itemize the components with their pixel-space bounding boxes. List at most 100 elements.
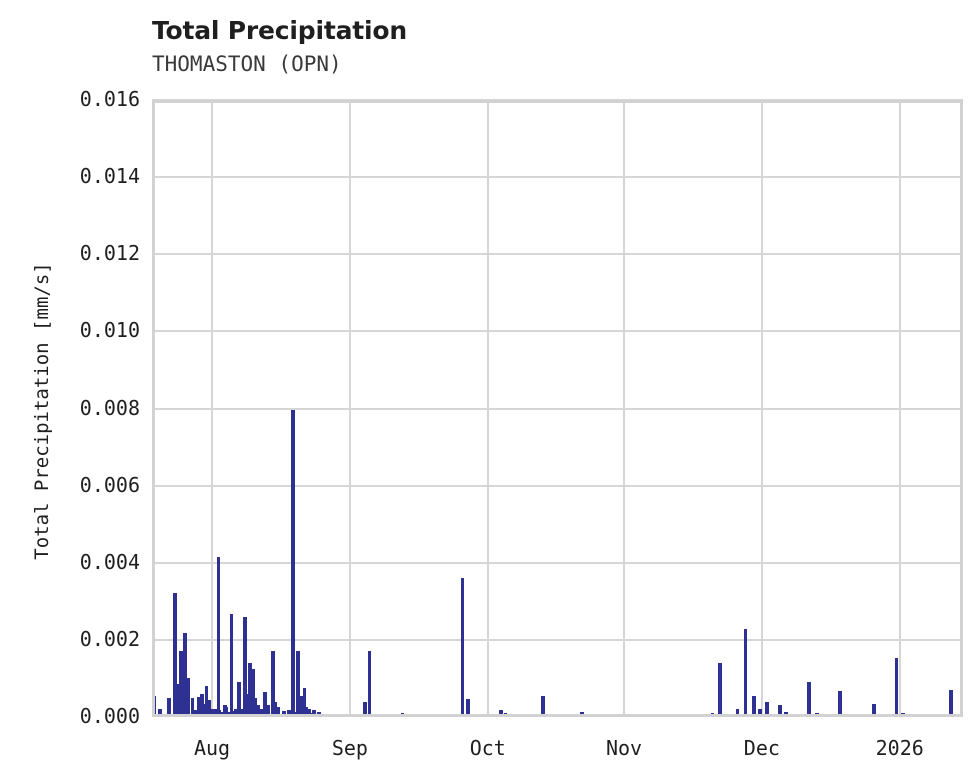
bar	[386, 713, 391, 717]
y-axis-tick-labels: 0.000 0.002 0.004 0.006 0.008 0.010 0.012 0.014…	[0, 0, 140, 780]
bar	[844, 713, 849, 717]
bar	[217, 710, 222, 717]
gridline-horizontal	[152, 253, 963, 256]
bar	[751, 695, 756, 717]
bar	[367, 651, 372, 717]
bar	[871, 703, 876, 717]
y-tick-label: 0.004	[79, 549, 140, 574]
gridline-vertical	[623, 100, 625, 717]
bar	[743, 629, 748, 717]
y-tick-label: 0.002	[79, 626, 140, 651]
y-tick-label: 0.010	[79, 318, 140, 343]
bar	[152, 695, 157, 717]
gridline-vertical	[486, 100, 489, 717]
bar	[167, 697, 171, 717]
gridline-vertical	[898, 100, 901, 717]
y-tick-label: 0.006	[79, 472, 140, 497]
bar	[735, 709, 740, 717]
bar	[172, 592, 177, 717]
bar	[273, 702, 278, 717]
bar	[807, 681, 811, 717]
bar	[248, 663, 252, 717]
bar	[204, 686, 209, 717]
bar	[183, 632, 188, 717]
bar	[193, 710, 198, 717]
bar	[837, 690, 842, 717]
bar	[240, 708, 244, 717]
bar	[216, 556, 221, 717]
bar	[236, 705, 241, 717]
bar	[233, 709, 238, 717]
bar	[777, 705, 782, 717]
gridline-vertical	[760, 100, 763, 717]
bar	[580, 712, 584, 717]
bar	[186, 678, 191, 717]
gridline-horizontal	[152, 99, 963, 101]
bar	[276, 708, 281, 717]
bar	[302, 688, 307, 717]
y-tick-label: 0.008	[79, 395, 140, 420]
bar	[549, 714, 553, 717]
bar	[291, 409, 295, 717]
y-tick-label: 0.000	[79, 704, 140, 728]
bar	[249, 703, 254, 717]
bar	[926, 713, 930, 717]
bar	[253, 697, 257, 717]
bar	[363, 702, 368, 717]
bar	[256, 705, 261, 717]
y-tick-label: 0.016	[79, 87, 140, 111]
plot-area	[152, 99, 963, 717]
bar	[901, 713, 905, 717]
y-tick-label: 0.014	[79, 164, 140, 189]
gridline-horizontal	[152, 330, 963, 333]
bar	[176, 684, 180, 717]
bar	[230, 710, 235, 717]
bar	[949, 690, 953, 717]
y-tick-label: 0.012	[79, 241, 140, 266]
bar	[243, 701, 248, 717]
gridline-horizontal	[152, 176, 963, 179]
bar	[229, 613, 234, 717]
bar	[200, 693, 205, 717]
gridline-horizontal	[152, 638, 963, 641]
bar	[207, 699, 212, 717]
x-tick-label: 2026	[875, 736, 924, 760]
gridline-horizontal	[152, 407, 963, 410]
bar	[211, 709, 215, 717]
bar	[784, 712, 789, 717]
x-tick-label: Aug	[193, 736, 231, 760]
bar	[541, 695, 545, 717]
bar	[299, 695, 304, 717]
bar	[205, 709, 209, 717]
bar	[815, 713, 819, 717]
x-tick-label: Nov	[605, 736, 643, 760]
bar	[259, 709, 264, 717]
gridline-vertical	[348, 100, 351, 717]
chart-title: Total Precipitation	[152, 16, 407, 45]
gridline-horizontal	[152, 561, 963, 564]
chart-subtitle: THOMASTON (OPN)	[152, 52, 342, 76]
bar	[758, 708, 763, 717]
bar	[266, 705, 270, 717]
bar	[764, 702, 769, 717]
x-tick-label: Sep	[331, 736, 368, 760]
bar	[197, 696, 201, 717]
bar	[223, 707, 228, 717]
bar	[460, 578, 465, 717]
bar	[894, 658, 899, 717]
bar	[251, 668, 256, 717]
gridline-vertical	[211, 100, 213, 717]
bar	[498, 710, 503, 717]
bar	[287, 710, 291, 717]
x-tick-label: Oct	[469, 736, 506, 760]
bar	[282, 711, 286, 717]
bar	[214, 708, 218, 717]
bar	[271, 650, 275, 717]
bar	[771, 713, 776, 717]
bar	[158, 709, 162, 717]
bar	[307, 709, 312, 717]
bar	[717, 663, 722, 717]
bar	[503, 713, 508, 717]
bar	[317, 712, 321, 717]
x-tick-label: Dec	[743, 736, 780, 760]
